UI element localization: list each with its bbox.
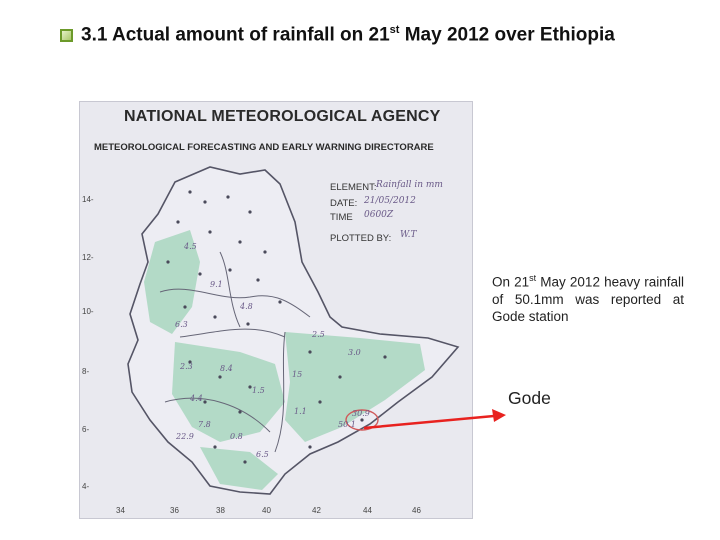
note-line-b: May 2012 heavy rainfall of 50.1mm was re… <box>492 274 684 324</box>
lon-tick-label: 40 <box>262 506 271 515</box>
country-outline <box>127 166 460 495</box>
gode-label: Gode <box>508 388 551 408</box>
lon-tick-label: 38 <box>216 506 225 515</box>
lat-tick-label: 4- <box>82 482 90 491</box>
station-reading: 4.5 <box>184 242 197 251</box>
rain-area-east <box>285 332 425 442</box>
plotted-by-label: PLOTTED BY: <box>330 233 392 244</box>
station-reading: 8.4 <box>220 364 233 373</box>
station-reading: 0.8 <box>230 432 243 441</box>
station-reading: 3.0 <box>348 348 361 357</box>
agency-title: NATIONAL METEOROLOGICAL AGENCY <box>124 108 441 125</box>
lon-tick-label: 34 <box>116 506 125 515</box>
station-reading: 2.3 <box>180 362 193 371</box>
time-value: 0600Z <box>364 210 394 220</box>
time-label: TIME <box>330 212 353 223</box>
title-prefix: 3.1 Actual amount of rainfall on 21 <box>81 24 390 46</box>
rainfall-map-scan: NATIONAL METEOROLOGICAL AGENCY METEOROLO… <box>79 101 473 519</box>
station-reading: 2.5 <box>312 330 325 339</box>
title-sup: st <box>389 24 400 36</box>
station-reading: 1.5 <box>252 386 265 395</box>
slide-title: 3.1 Actual amount of rainfall on 21st Ma… <box>60 24 710 46</box>
lon-tick-label: 36 <box>170 506 179 515</box>
station-reading: 4.4 <box>190 394 203 403</box>
lon-tick-label: 44 <box>363 506 372 515</box>
station-reading: 50.1 <box>338 420 356 429</box>
lat-tick-label: 12- <box>82 253 94 262</box>
lat-tick-label: 10- <box>82 307 94 316</box>
station-reading: 6.3 <box>175 320 188 329</box>
lat-tick-label: 8- <box>82 367 90 376</box>
plotted-by-value: W.T <box>400 230 417 240</box>
station-reading: 4.8 <box>240 302 253 311</box>
rain-area-south <box>200 447 278 490</box>
station-reading: 9.1 <box>210 280 223 289</box>
station-reading: 1.1 <box>294 407 307 416</box>
element-value: Rainfall in mm <box>376 180 443 190</box>
station-reading: 22.9 <box>176 432 194 441</box>
lon-tick-label: 46 <box>412 506 421 515</box>
note-sup: st <box>529 273 537 283</box>
date-value: 21/05/2012 <box>364 196 416 206</box>
checkbox-bullet-icon <box>60 28 73 42</box>
station-reading: 7.8 <box>198 420 211 429</box>
title-rest: May 2012 over Ethiopia <box>399 24 615 46</box>
lat-tick-label: 14- <box>82 195 94 204</box>
directorate-title: METEOROLOGICAL FORECASTING AND EARLY WAR… <box>94 142 434 153</box>
note-line-a: On 21 <box>492 274 530 290</box>
station-reading: 6.5 <box>256 450 269 459</box>
station-reading: 30.9 <box>352 409 370 418</box>
ethiopia-map-drawing <box>127 166 460 495</box>
title-text: 3.1 Actual amount of rainfall on 21st Ma… <box>81 24 615 46</box>
lon-tick-label: 42 <box>312 506 321 515</box>
lat-tick-label: 6- <box>82 425 90 434</box>
element-label: ELEMENT: <box>330 182 377 193</box>
date-label: DATE: <box>330 198 358 209</box>
rain-area-central <box>172 342 285 442</box>
rainfall-note: On 21st May 2012 heavy rainfall of 50.1m… <box>492 270 684 325</box>
station-reading: 15 <box>292 370 303 379</box>
